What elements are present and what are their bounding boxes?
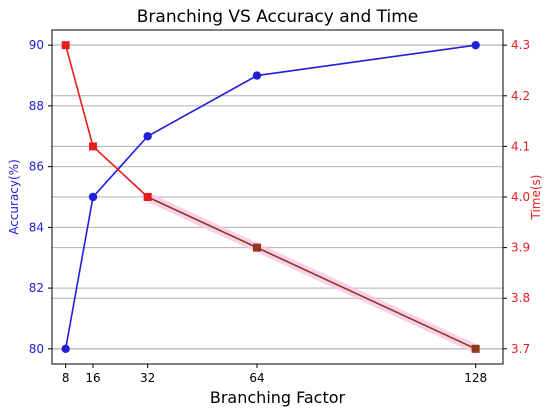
x-axis-label: Branching Factor [210,388,346,407]
chart-title: Branching VS Accuracy and Time [137,7,419,27]
series-1-segment-3 [256,246,477,350]
accuracy-point-2 [143,132,152,141]
x-axis-ticks: 8 16 32 64 128 [62,364,487,385]
series-1-segment-0 [64,44,94,147]
y-right-ticks: 3.7 3.8 3.9 4.0 4.1 4.2 4.3 [503,38,530,356]
y-left-tick-label-2: 84 [29,220,44,234]
y-right-tick-label-4: 4.1 [511,139,530,153]
time-point-3 [253,243,261,252]
y-left-tick-label-3: 86 [29,160,44,174]
series-1-segment-1 [92,145,149,198]
time-point-1 [89,142,97,151]
y-left-tick-label-4: 88 [29,99,44,113]
x-tick-label-1: 16 [85,371,100,385]
time-point-4 [471,344,480,353]
y-right-tick-label-5: 4.2 [511,89,530,103]
accuracy-point-3 [252,71,262,80]
y-right-tick-label-2: 3.9 [511,241,530,255]
y-left-tick-label-5: 90 [29,38,44,52]
y-left-axis-label: Accuracy(%) [7,159,21,235]
x-tick-label-2: 32 [140,371,155,385]
accuracy-point-0 [61,344,70,354]
series-0-segment-1 [92,135,149,198]
series-0-segment-2 [147,74,258,137]
y-right-tick-label-6: 4.3 [511,38,530,52]
time-point-0 [61,41,70,50]
y-left-tick-label-1: 82 [29,281,44,295]
series-0-segment-0 [64,196,94,349]
x-tick-label-3: 64 [249,371,264,385]
y-left-tick-label-0: 80 [29,342,44,356]
accuracy-point-4 [471,40,480,50]
series-0-segment-3 [256,44,476,77]
x-tick-label-0: 8 [62,371,70,385]
y-right-tick-label-0: 3.7 [511,342,530,356]
y-left-ticks: 80 82 84 86 88 90 [29,38,52,356]
series-markers [61,40,480,354]
series-lines [64,44,477,350]
time-point-2 [143,193,152,201]
accuracy-point-1 [88,192,98,202]
grid-lines [52,44,503,350]
y-right-axis-label: Time(s) [529,175,543,221]
y-right-tick-label-1: 3.8 [511,291,530,305]
x-tick-label-4: 128 [464,371,487,385]
series-1-segment-2 [147,196,258,249]
y-right-tick-label-3: 4.0 [511,190,530,204]
